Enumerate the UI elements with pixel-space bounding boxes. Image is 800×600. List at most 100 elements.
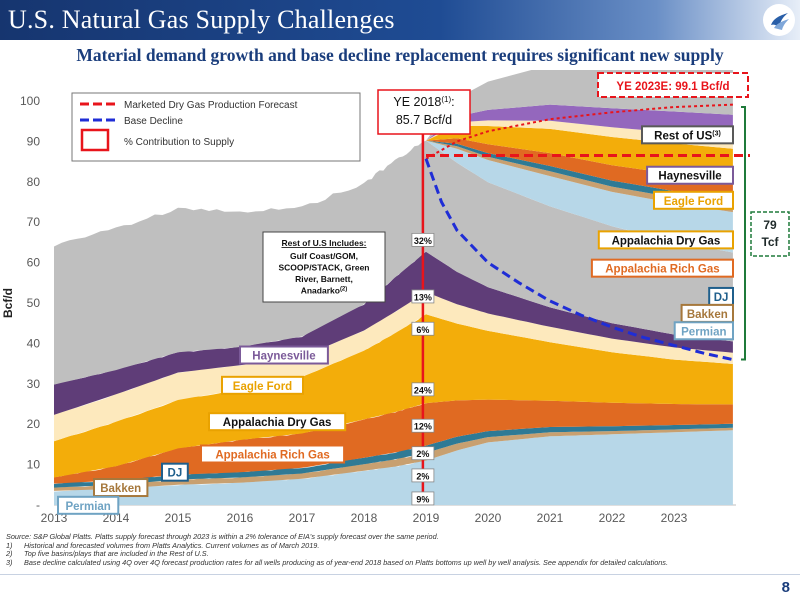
footnote-3: 3) Base decline calculated using 4Q over … bbox=[6, 557, 668, 567]
right-label-appalachia-rich-gas: Appalachia Rich Gas bbox=[590, 258, 735, 278]
ye2018-callout: YE 2018(1): 85.7 Bcf/d bbox=[377, 89, 471, 135]
forecast-area-haynesville bbox=[426, 104, 733, 141]
svg-text:2%: 2% bbox=[416, 471, 429, 481]
left-label-haynesville: Haynesville bbox=[239, 345, 329, 365]
x-tick-label: 2019 bbox=[413, 511, 440, 525]
y-tick-label: 50 bbox=[27, 296, 41, 310]
x-tick-label: 2017 bbox=[289, 511, 316, 525]
svg-text:% Contribution to Supply: % Contribution to Supply bbox=[124, 137, 234, 148]
right-label-eagle-ford: Eagle Ford bbox=[653, 190, 734, 210]
svg-text:Anadarko(2): Anadarko(2) bbox=[301, 286, 348, 296]
y-tick-label: 40 bbox=[27, 336, 41, 350]
tcf-callout: 79 Tcf bbox=[741, 106, 790, 361]
percent-contribution-label: 6% bbox=[411, 321, 435, 336]
page-title: U.S. Natural Gas Supply Challenges bbox=[8, 5, 395, 34]
percent-contribution-label: 2% bbox=[411, 468, 435, 483]
svg-text:Gulf Coast/GOM,: Gulf Coast/GOM, bbox=[290, 251, 358, 261]
svg-text:12%: 12% bbox=[414, 422, 432, 432]
area-permian bbox=[54, 430, 733, 505]
svg-text:SCOOP/STACK, Green: SCOOP/STACK, Green bbox=[279, 263, 370, 273]
svg-text:Rest of US(3): Rest of US(3) bbox=[654, 130, 721, 142]
svg-text:Bakken: Bakken bbox=[100, 483, 141, 495]
svg-text:Eagle Ford: Eagle Ford bbox=[233, 381, 292, 393]
svg-text:2%: 2% bbox=[416, 449, 429, 459]
area-eagle-ford bbox=[54, 292, 733, 442]
page-number: 8 bbox=[781, 579, 790, 596]
right-label-appalachia-dry-gas: Appalachia Dry Gas bbox=[597, 230, 734, 250]
svg-text:Haynesville: Haynesville bbox=[658, 171, 721, 183]
left-label-dj: DJ bbox=[161, 462, 189, 482]
percent-contribution-label: 32% bbox=[411, 232, 435, 247]
svg-text:32%: 32% bbox=[414, 236, 432, 246]
y-tick-label: 90 bbox=[27, 134, 41, 148]
percent-contribution-label: 9% bbox=[411, 491, 435, 506]
area-haynesville bbox=[54, 251, 733, 415]
footnote-1: 1) Historical and forecasted volumes from… bbox=[6, 540, 320, 550]
source-note: Source: S&P Global Platts. Platts supply… bbox=[6, 532, 439, 541]
left-label-appalachia-rich-gas: Appalachia Rich Gas bbox=[200, 444, 346, 464]
x-tick-label: 2016 bbox=[227, 511, 254, 525]
right-label-haynesville: Haynesville bbox=[646, 165, 734, 185]
svg-text:6%: 6% bbox=[416, 325, 429, 335]
svg-text:24%: 24% bbox=[414, 385, 432, 395]
base-decline-line bbox=[424, 158, 734, 362]
y-axis-title: Bcf/d bbox=[1, 288, 15, 318]
svg-text:YE 2023E: 99.1 Bcf/d: YE 2023E: 99.1 Bcf/d bbox=[616, 81, 729, 93]
x-tick-label: 2018 bbox=[351, 511, 378, 525]
y-tick-label: 10 bbox=[27, 458, 41, 472]
svg-text:13%: 13% bbox=[414, 292, 432, 302]
left-label-permian: Permian bbox=[57, 495, 120, 515]
x-tick-label: 2020 bbox=[475, 511, 502, 525]
left-label-bakken: Bakken bbox=[93, 478, 149, 498]
percent-contribution-label: 13% bbox=[411, 289, 435, 304]
y-tick-label: 100 bbox=[20, 94, 40, 108]
right-label-dj: DJ bbox=[708, 286, 735, 306]
right-label-rest-of-us: Rest of US(3) bbox=[641, 125, 734, 145]
y-tick-label: 20 bbox=[27, 417, 41, 431]
svg-text:River, Barnett,: River, Barnett, bbox=[295, 274, 353, 284]
svg-text:Permian: Permian bbox=[65, 501, 110, 513]
flame-logo-icon bbox=[763, 4, 795, 36]
right-label-permian: Permian bbox=[673, 321, 735, 341]
area-appalachia-dry-gas bbox=[54, 314, 733, 478]
left-label-eagle-ford: Eagle Ford bbox=[221, 375, 304, 395]
y-tick-label: 80 bbox=[27, 175, 41, 189]
rest-of-us-note: Rest of U.S Includes: Gulf Coast/GOM, SCOO… bbox=[262, 231, 386, 303]
svg-text:79: 79 bbox=[763, 218, 777, 232]
svg-text:YE 2018(1):: YE 2018(1): bbox=[393, 95, 454, 109]
legend: Marketed Dry Gas Production Forecast Base… bbox=[71, 92, 361, 162]
svg-text:Bakken: Bakken bbox=[687, 309, 728, 321]
y-tick-label: 70 bbox=[27, 215, 41, 229]
svg-text:Appalachia Rich Gas: Appalachia Rich Gas bbox=[215, 450, 329, 462]
ye2023-callout: YE 2023E: 99.1 Bcf/d bbox=[597, 72, 749, 98]
y-tick-label: 60 bbox=[27, 256, 41, 270]
footer-divider bbox=[0, 574, 800, 575]
y-tick-label: 30 bbox=[27, 377, 41, 391]
area-rest-of-us bbox=[54, 140, 733, 385]
x-tick-label: 2021 bbox=[537, 511, 564, 525]
svg-text:Haynesville: Haynesville bbox=[252, 351, 315, 363]
svg-text:85.7 Bcf/d: 85.7 Bcf/d bbox=[396, 113, 452, 127]
svg-text:Appalachia Dry Gas: Appalachia Dry Gas bbox=[612, 235, 721, 247]
svg-text:9%: 9% bbox=[416, 494, 429, 504]
percent-contribution-label: 12% bbox=[411, 418, 435, 433]
svg-text:Eagle Ford: Eagle Ford bbox=[664, 196, 723, 208]
svg-text:Appalachia Rich Gas: Appalachia Rich Gas bbox=[605, 264, 719, 276]
percent-contribution-label: 24% bbox=[411, 382, 435, 397]
svg-text:DJ: DJ bbox=[714, 292, 729, 304]
svg-text:DJ: DJ bbox=[168, 468, 183, 480]
chart-subtitle: Material demand growth and base decline … bbox=[76, 45, 724, 65]
svg-text:Marketed Dry Gas Production Fo: Marketed Dry Gas Production Forecast bbox=[124, 100, 298, 111]
x-tick-label: 2023 bbox=[661, 511, 688, 525]
forecast-area-permian bbox=[426, 140, 733, 253]
svg-text:Appalachia Dry Gas: Appalachia Dry Gas bbox=[223, 417, 332, 429]
left-label-appalachia-dry-gas: Appalachia Dry Gas bbox=[208, 412, 347, 432]
x-tick-label: 2015 bbox=[165, 511, 192, 525]
footnote-2: 2) Top five basins/plays that are include… bbox=[6, 549, 209, 559]
svg-text:Permian: Permian bbox=[681, 326, 726, 338]
x-tick-label: 2022 bbox=[599, 511, 626, 525]
footnotes: Source: S&P Global Platts. Platts supply… bbox=[6, 532, 786, 567]
svg-text:Rest of U.S Includes:: Rest of U.S Includes: bbox=[281, 238, 366, 248]
percent-contribution-label: 2% bbox=[411, 446, 435, 461]
